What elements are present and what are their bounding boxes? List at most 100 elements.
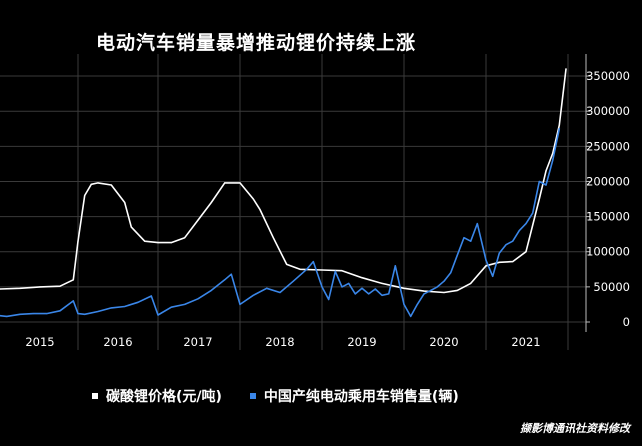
legend-label-lithium: 碳酸锂价格(元/吨): [106, 389, 222, 405]
ev-sales-point: [72, 300, 74, 302]
ev-sales-point: [157, 314, 159, 316]
chart-title: 电动汽车销量暴增推动锂价持续上涨: [96, 32, 417, 54]
lithium-price-point: [361, 277, 363, 279]
x-tick-label: 2020: [429, 335, 458, 349]
lithium-price-point: [259, 208, 261, 211]
ev-sales-point: [124, 305, 126, 308]
ev-sales-point: [492, 275, 494, 277]
ev-sales-point: [59, 310, 61, 312]
lithium-price-point: [0, 288, 1, 290]
ev-sales-point: [532, 212, 534, 214]
lithium-price-point: [470, 282, 472, 284]
ev-sales-point: [374, 288, 376, 290]
y-tick-label: 350000: [586, 69, 630, 83]
lithium-price-point: [321, 269, 323, 271]
ev-sales-point: [485, 259, 487, 261]
lithium-price-point: [558, 124, 560, 126]
grid: [0, 54, 586, 350]
ev-sales-point: [170, 306, 172, 308]
lithium-price-point: [545, 170, 547, 172]
x-tick-label: 2016: [103, 335, 132, 349]
axes: 0 50000 100000 150000 200000 250000 300000 3500…: [25, 54, 630, 349]
ev-sales-point: [46, 312, 48, 315]
ev-sales-point: [348, 282, 350, 284]
lithium-price-point: [144, 240, 146, 242]
lithium-price-point: [197, 219, 199, 221]
y-tick-label: 150000: [586, 210, 630, 224]
ev-sales-point: [505, 244, 507, 246]
x-tick-label: 2017: [183, 335, 212, 349]
legend-item-lithium-price: 碳酸锂价格(元/吨): [92, 386, 222, 406]
lithium-price-point: [224, 182, 226, 184]
ev-sales-point: [423, 293, 425, 295]
ev-sales-point: [137, 301, 139, 303]
ev-sales-point: [416, 303, 418, 306]
lithium-price-point: [423, 290, 425, 292]
ev-sales-point: [32, 312, 34, 315]
y-tick-label: 100000: [586, 245, 630, 259]
ev-sales-point: [150, 295, 152, 297]
ev-sales-point: [443, 280, 445, 282]
ev-sales-point: [84, 313, 86, 315]
ev-sales-point: [266, 287, 268, 289]
lithium-price-point: [381, 282, 383, 284]
legend-swatch-lithium: [92, 393, 98, 399]
y-tick-label: 50000: [593, 280, 630, 294]
y-tick-label: 0: [623, 315, 630, 329]
ev-sales-point: [381, 294, 383, 296]
ev-sales-point: [230, 273, 232, 275]
ev-sales-point: [498, 252, 500, 254]
y-tick-label: 300000: [586, 104, 630, 118]
ev-sales-point: [279, 291, 281, 294]
legend: 碳酸锂价格(元/吨) 中国产纯电动乘用车销售量(辆): [92, 386, 487, 406]
lithium-price-point: [512, 260, 514, 263]
ev-sales-point: [292, 280, 294, 282]
x-tick-label: 2015: [25, 335, 54, 349]
ev-sales-point: [184, 303, 186, 306]
ev-sales-point: [368, 293, 370, 295]
ev-sales-line: [0, 128, 561, 318]
x-tick-label: 2021: [511, 335, 540, 349]
lithium-price-point: [19, 287, 21, 289]
lithium-price-point: [39, 286, 41, 288]
ev-sales-point: [306, 268, 308, 270]
lithium-price-point: [498, 261, 500, 263]
lithium-price-point: [525, 251, 527, 253]
ev-sales-point: [328, 298, 330, 301]
ev-sales-point: [110, 307, 112, 309]
x-tick-label: 2018: [265, 335, 294, 349]
lithium-price-point: [239, 182, 241, 184]
lithium-price-point: [443, 291, 445, 294]
lithium-price-point: [124, 201, 126, 204]
ev-sales-point: [19, 313, 21, 315]
lithium-price-point: [538, 198, 540, 200]
lithium-price-point: [130, 226, 132, 228]
ev-sales-point: [197, 298, 199, 300]
lithium-price-point: [341, 270, 343, 272]
legend-item-ev-sales: 中国产纯电动乘用车销售量(辆): [249, 386, 459, 406]
lithium-price-line: [0, 68, 567, 294]
ev-sales-point: [476, 223, 478, 225]
ev-sales-point: [545, 184, 547, 186]
ev-sales-point: [450, 272, 452, 274]
lithium-price-point: [157, 241, 159, 244]
ev-sales-point: [394, 265, 396, 267]
ev-sales-point: [210, 289, 212, 291]
lithium-price-point: [565, 68, 567, 70]
ev-sales-point: [252, 294, 254, 296]
legend-swatch-ev-sales: [249, 393, 256, 399]
ev-sales-point: [436, 286, 438, 288]
ev-sales-point: [512, 240, 514, 242]
ev-sales-point: [361, 287, 363, 289]
lithium-price-point: [552, 152, 554, 154]
lithium-price-point: [184, 237, 186, 239]
lithium-price-point: [72, 279, 74, 281]
ev-sales-point: [77, 312, 79, 315]
ev-sales-point: [354, 293, 356, 295]
ev-sales-point: [410, 315, 412, 317]
ev-sales-point: [518, 230, 520, 232]
ev-sales-point: [341, 286, 343, 288]
ev-sales-point: [552, 159, 554, 161]
lithium-price-point: [286, 263, 288, 265]
